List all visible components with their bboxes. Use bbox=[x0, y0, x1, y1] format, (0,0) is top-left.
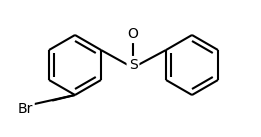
Text: Br: Br bbox=[18, 102, 33, 116]
Text: S: S bbox=[129, 58, 137, 72]
Text: O: O bbox=[128, 27, 138, 41]
